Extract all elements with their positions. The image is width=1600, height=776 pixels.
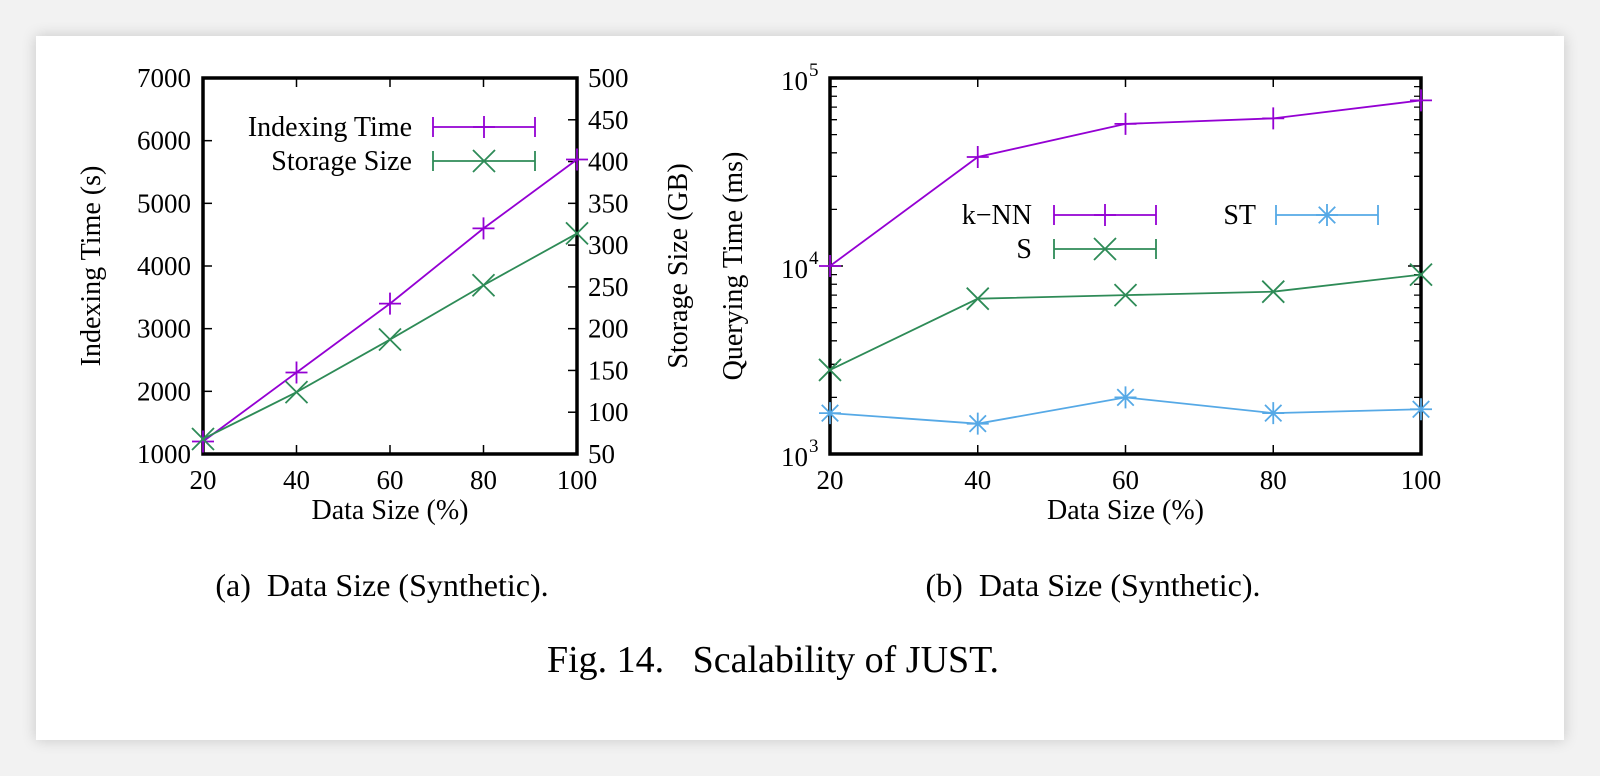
data-point-a1-3 — [471, 273, 496, 297]
y2-tick-label-2: 150 — [588, 355, 629, 385]
x-tick-label-b-1: 40 — [964, 465, 991, 495]
y-tick-exp-b-2: 5 — [809, 60, 819, 81]
x-tick-label-0: 20 — [190, 465, 217, 495]
data-point-b0-2 — [1114, 112, 1137, 135]
y-tick-label-b-2: 10 — [781, 66, 808, 96]
x-tick-label-3: 80 — [470, 465, 497, 495]
data-point-b2-0 — [819, 402, 841, 425]
data-point-b1-4 — [1409, 262, 1433, 287]
data-point-b1-0 — [818, 358, 842, 382]
caption-a: (a) Data Size (Synthetic). — [215, 567, 548, 603]
data-point-a1-1 — [284, 380, 309, 404]
data-point-a1-2 — [378, 327, 402, 352]
data-point-b1-3 — [1261, 280, 1285, 304]
y-tick-label-b-0: 10 — [781, 442, 808, 472]
data-point-b2-4 — [1410, 398, 1432, 421]
series-line-b1 — [829, 273, 1422, 371]
y-tick-exp-b-1: 4 — [809, 248, 819, 269]
y-tick-label-4: 5000 — [137, 188, 191, 218]
legend-marker-a0 — [473, 116, 495, 138]
data-point-b2-2 — [1114, 386, 1137, 409]
x-tick-label-b-0: 20 — [817, 465, 844, 495]
legend-marker-b1 — [1093, 237, 1117, 261]
figure-card: 20 40 60 80 100 1000 2000 3000 4000 5000 6000 7000 5… — [36, 36, 1564, 740]
x-axis-label-b: Data Size (%) — [1047, 495, 1204, 526]
y-tick-label-0: 1000 — [137, 439, 191, 469]
y2-tick-label-6: 350 — [588, 188, 629, 218]
data-point-b0-1 — [966, 146, 989, 169]
y2-tick-label-9: 500 — [588, 63, 629, 93]
y2-tick-label-0: 50 — [588, 439, 615, 469]
y2-tick-label-4: 250 — [588, 272, 629, 302]
y2-tick-label-8: 450 — [588, 105, 629, 135]
series-line-a1 — [202, 232, 578, 440]
figure-caption: Fig. 14. Scalability of JUST. — [547, 639, 999, 681]
x-tick-label-b-3: 80 — [1260, 465, 1287, 495]
data-point-a0-2 — [379, 292, 401, 315]
y-tick-exp-b-0: 3 — [809, 436, 819, 457]
legend-marker-b2 — [1316, 204, 1338, 226]
legend-label-b0: k−NN — [962, 200, 1032, 231]
x-tick-label-1: 40 — [283, 465, 310, 495]
x-tick-label-b-2: 60 — [1112, 465, 1139, 495]
y-tick-label-2: 3000 — [137, 314, 191, 344]
x-axis-label-a: Data Size (%) — [311, 495, 468, 526]
data-point-b1-1 — [966, 287, 990, 311]
data-point-a1-0 — [191, 427, 215, 451]
data-point-b2-1 — [966, 412, 989, 435]
y2-tick-label-1: 100 — [588, 397, 629, 427]
y-tick-label-1: 2000 — [137, 376, 191, 406]
y-axis-label-b: Querying Time (ms) — [718, 152, 749, 381]
legend-label-b2: ST — [1223, 200, 1256, 231]
chart-a: 20 40 60 80 100 1000 2000 3000 4000 5000 6000 7000 5… — [76, 63, 694, 526]
y2-axis-label-a: Storage Size (GB) — [663, 163, 694, 368]
data-point-a0-1 — [285, 361, 308, 384]
data-point-a0-3 — [472, 217, 495, 240]
y-tick-label-5: 6000 — [137, 126, 191, 156]
data-point-b1-2 — [1113, 283, 1138, 307]
y-tick-label-3: 4000 — [137, 251, 191, 281]
y2-tick-label-7: 400 — [588, 147, 629, 177]
y-tick-label-b-1: 10 — [781, 254, 808, 284]
y2-tick-label-5: 300 — [588, 230, 629, 260]
data-point-b0-3 — [1262, 107, 1285, 130]
y-tick-label-6: 7000 — [137, 63, 191, 93]
y2-tick-label-3: 200 — [588, 314, 629, 344]
data-point-b2-3 — [1262, 402, 1285, 425]
plot-frame-a — [201, 76, 579, 456]
figure-svg: 20 40 60 80 100 1000 2000 3000 4000 5000 6000 7000 5… — [76, 60, 1441, 681]
data-point-b0-0 — [819, 255, 841, 277]
data-point-a0-0 — [192, 430, 214, 453]
y-axis-label-a: Indexing Time (s) — [76, 166, 107, 367]
legend-marker-b0 — [1094, 204, 1116, 226]
caption-b: (b) Data Size (Synthetic). — [926, 567, 1261, 603]
data-point-b0-4 — [1410, 89, 1432, 112]
x-tick-label-b-4: 100 — [1401, 465, 1442, 495]
legend-label-a0: Indexing Time — [248, 112, 412, 143]
legend-label-a1: Storage Size — [271, 146, 412, 177]
legend-marker-a1 — [472, 149, 496, 173]
x-tick-label-2: 60 — [377, 465, 404, 495]
data-point-a1-4 — [565, 221, 589, 246]
data-point-a0-4 — [566, 148, 588, 171]
x-tick-label-4: 100 — [557, 465, 598, 495]
legend-label-b1: S — [1016, 234, 1032, 265]
